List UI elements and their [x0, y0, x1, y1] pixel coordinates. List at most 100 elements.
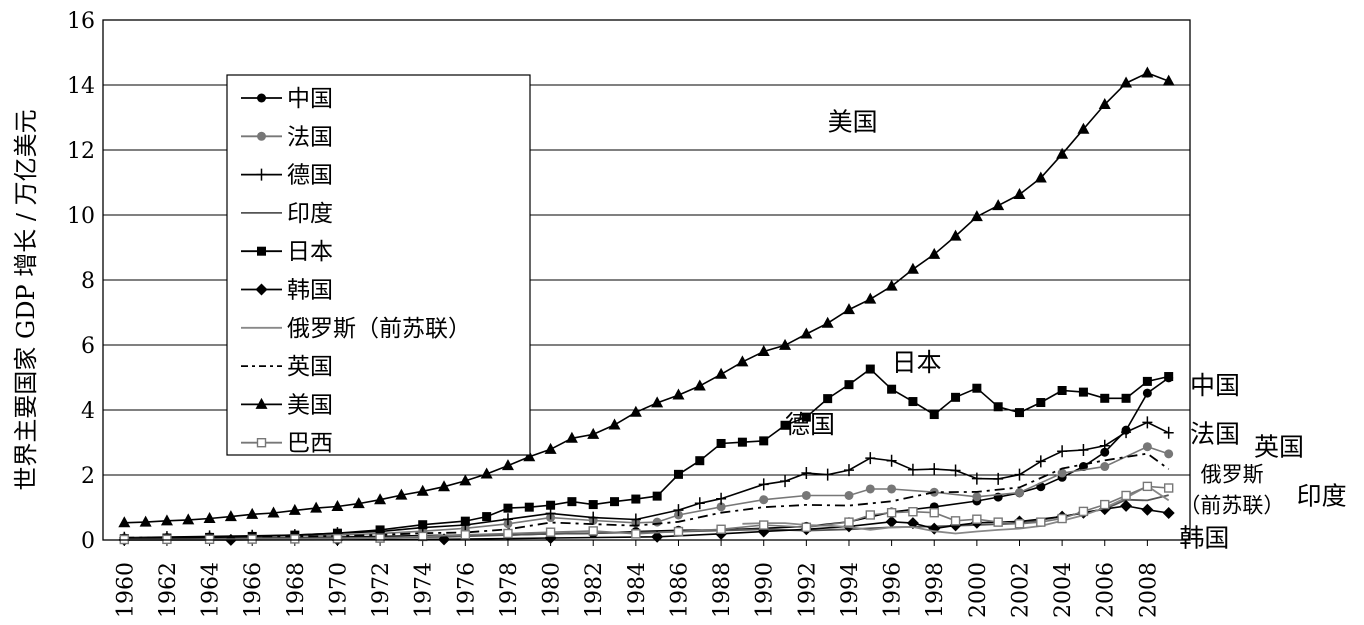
data-point [139, 515, 152, 527]
x-tick-label: 1974 [412, 562, 437, 618]
data-point [908, 397, 918, 407]
data-point [1057, 445, 1068, 458]
series-line [124, 421, 1170, 539]
y-tick-label: 0 [81, 529, 95, 554]
data-point [480, 467, 493, 479]
data-point [737, 437, 747, 447]
y-tick-label: 14 [67, 74, 95, 99]
data-point [630, 513, 641, 526]
data-point [255, 397, 268, 409]
data-point [1098, 98, 1111, 109]
data-point [693, 379, 706, 391]
data-point [885, 279, 898, 291]
data-point [1100, 393, 1110, 403]
data-point [908, 507, 918, 517]
data-point [972, 492, 982, 502]
data-point [801, 467, 812, 480]
data-point [865, 452, 876, 465]
x-tick-label: 1976 [454, 562, 479, 618]
legend-box [226, 74, 531, 456]
data-point [1164, 449, 1174, 459]
y-axis-ticks: 0 2 4 6 8 10 12 14 16 [67, 9, 95, 554]
data-point [1162, 74, 1175, 86]
legend-label: 法国 [287, 124, 333, 150]
data-point [224, 510, 237, 522]
data-point [546, 500, 556, 510]
data-point [1035, 455, 1046, 468]
data-point [1057, 513, 1067, 524]
data-point [118, 516, 131, 528]
series-annotation: 中国 [1190, 371, 1240, 400]
data-point [288, 503, 301, 515]
legend-label: 美国 [287, 392, 333, 418]
x-tick-label: 2004 [1051, 562, 1076, 618]
data-point [695, 456, 705, 466]
data-point [801, 522, 812, 533]
data-point [332, 533, 343, 544]
data-point [331, 500, 344, 512]
series-layer [118, 66, 1175, 546]
series-6 [742, 485, 1170, 535]
data-point [715, 367, 728, 379]
data-point [844, 380, 854, 390]
data-point [1121, 490, 1131, 501]
data-point [1142, 416, 1153, 429]
data-point [374, 493, 387, 505]
data-point [1141, 503, 1154, 516]
x-tick-label: 2000 [966, 562, 991, 618]
data-point [886, 454, 897, 467]
data-point [928, 247, 941, 259]
x-tick-label: 1960 [113, 562, 138, 618]
data-point [1013, 188, 1026, 200]
data-point [588, 526, 598, 536]
data-point [246, 507, 259, 519]
data-point [821, 316, 834, 328]
series-annotation: 韩国 [1179, 524, 1229, 553]
y-tick-label: 16 [67, 9, 95, 34]
data-point [929, 463, 940, 476]
data-point [460, 530, 471, 540]
data-point [629, 405, 642, 417]
data-point [780, 475, 791, 488]
series-annotation: 俄罗斯 [1201, 463, 1264, 487]
data-point [1163, 426, 1174, 439]
data-point [929, 410, 939, 420]
data-point [1142, 376, 1152, 386]
data-point [823, 394, 833, 404]
data-point [951, 392, 961, 402]
legend-label: 韩国 [287, 278, 333, 304]
data-point [545, 527, 556, 537]
series-line [124, 445, 1169, 539]
y-tick-label: 6 [81, 334, 95, 359]
series-annotation: 印度 [1297, 481, 1347, 510]
data-point [865, 484, 875, 494]
plot-area-frame [102, 19, 1191, 541]
data-point [887, 384, 897, 394]
data-point [1164, 372, 1174, 382]
x-tick-label: 1988 [710, 562, 735, 618]
data-point [1078, 443, 1089, 456]
data-point [887, 484, 897, 494]
data-point [1100, 499, 1110, 510]
data-point [673, 526, 684, 537]
data-point [1100, 462, 1110, 472]
y-tick-label: 4 [81, 399, 95, 424]
data-point [1142, 481, 1153, 492]
x-tick-label: 1984 [625, 562, 650, 618]
x-tick-label: 1990 [753, 562, 778, 618]
data-point [1077, 122, 1090, 134]
data-point [1100, 447, 1110, 457]
data-point [822, 468, 833, 481]
legend-label: 中国 [287, 86, 333, 112]
y-axis-label: 世界主要国家 GDP 增长 / 万亿美元 [12, 109, 40, 490]
data-point [503, 503, 513, 513]
legend-label: 日本 [287, 239, 333, 265]
x-tick-label: 2008 [1136, 562, 1161, 618]
data-point [523, 450, 536, 462]
data-point [459, 474, 472, 486]
data-point [608, 418, 621, 430]
x-tick-label: 1962 [156, 562, 181, 618]
data-point [1099, 439, 1110, 452]
series-9 [119, 481, 1174, 545]
